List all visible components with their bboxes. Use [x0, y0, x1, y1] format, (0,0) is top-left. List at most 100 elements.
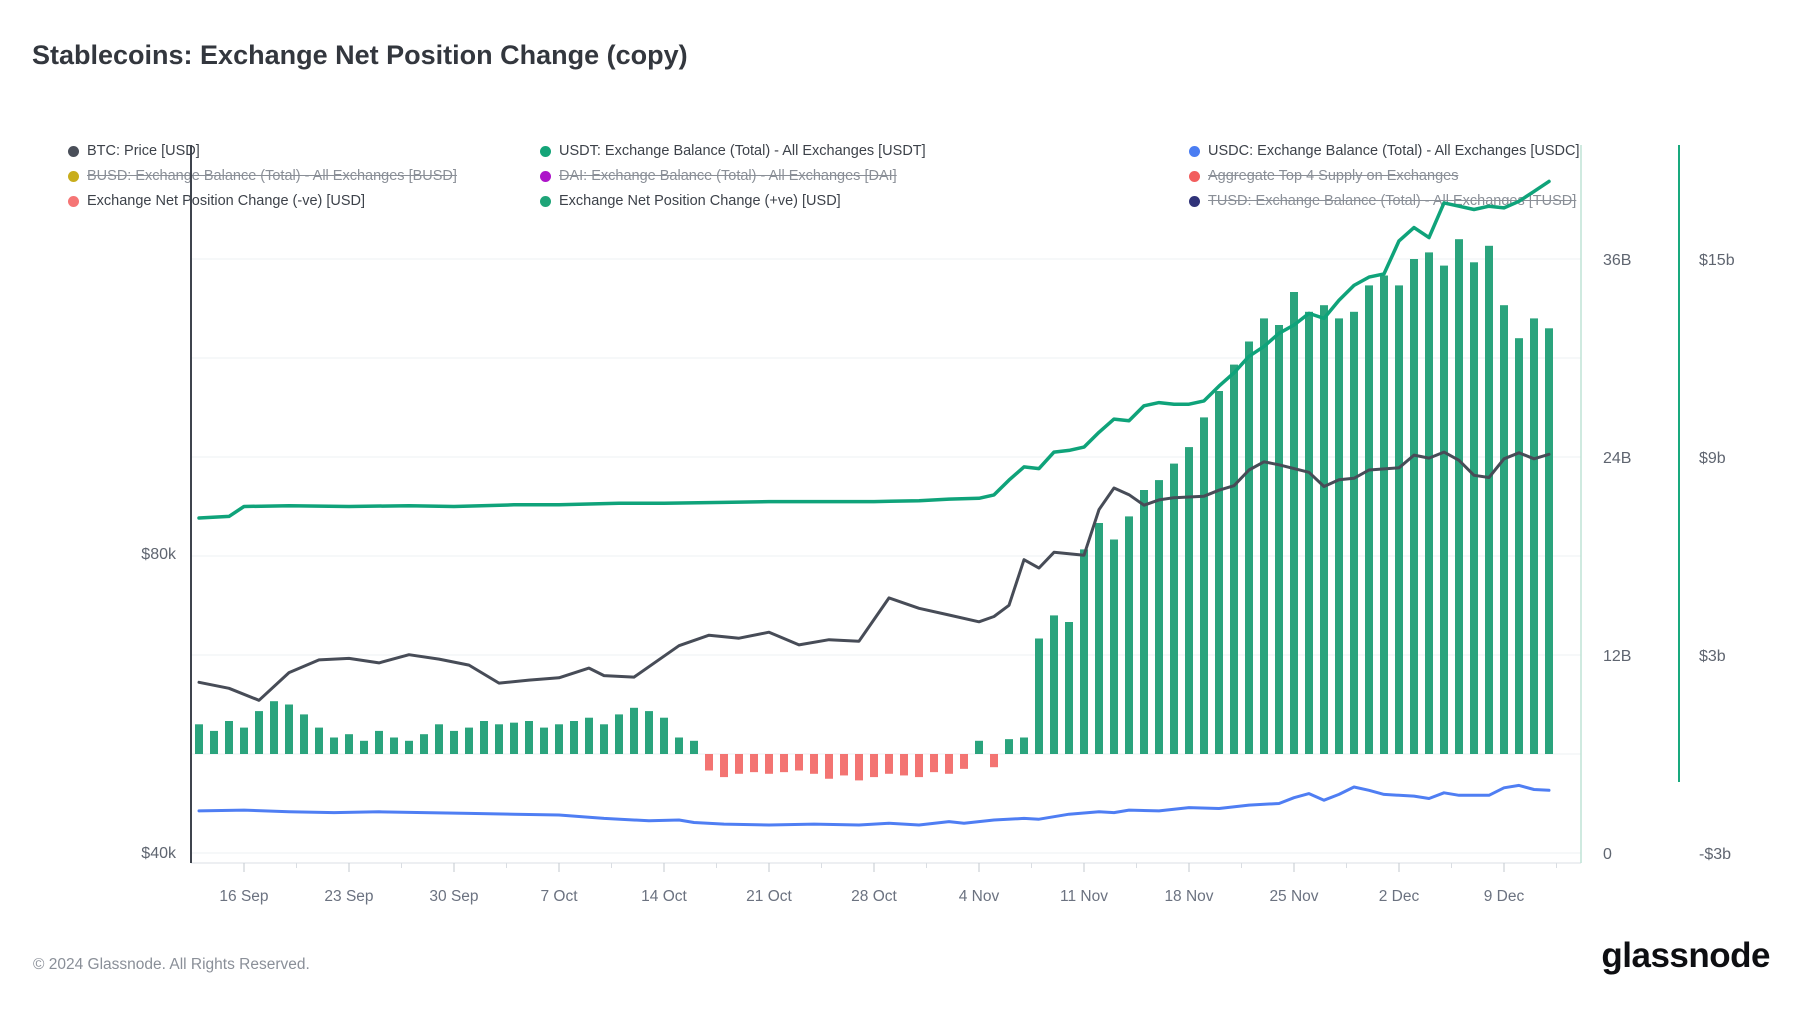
usdt-balance-line[interactable] [197, 179, 1551, 520]
netflow-bar-positive[interactable] [420, 734, 428, 754]
netflow-bar-positive[interactable] [240, 727, 248, 754]
netflow-bar-positive[interactable] [255, 711, 263, 754]
netflow-bar-positive[interactable] [1155, 480, 1163, 754]
netflow-bar-negative[interactable] [750, 754, 758, 773]
netflow-bar-positive[interactable] [555, 724, 563, 754]
netflow-bar-positive[interactable] [1080, 549, 1088, 754]
netflow-bar-positive[interactable] [1200, 417, 1208, 754]
netflow-bar-negative[interactable] [825, 754, 833, 779]
netflow-bar-positive[interactable] [1035, 638, 1043, 755]
netflow-bar-positive[interactable] [1245, 341, 1253, 755]
netflow-bar-positive[interactable] [300, 714, 308, 754]
legend-item[interactable]: BUSD: Exchange Balance (Total) - All Exc… [68, 166, 457, 186]
netflow-bar-positive[interactable] [1305, 311, 1313, 754]
netflow-bar-negative[interactable] [810, 754, 818, 774]
netflow-bar-positive[interactable] [375, 730, 383, 754]
netflow-bar-positive[interactable] [390, 737, 398, 755]
netflow-bar-positive[interactable] [1485, 245, 1493, 755]
netflow-bar-positive[interactable] [1515, 338, 1523, 754]
netflow-bar-positive[interactable] [195, 724, 203, 754]
netflow-bar-negative[interactable] [720, 754, 728, 778]
netflow-bar-positive[interactable] [450, 730, 458, 754]
netflow-bar-positive[interactable] [1005, 739, 1013, 754]
netflow-bar-positive[interactable] [285, 704, 293, 755]
netflow-bar-positive[interactable] [435, 724, 443, 754]
netflow-bar-negative[interactable] [945, 754, 953, 774]
netflow-bar-positive[interactable] [360, 740, 368, 754]
netflow-bar-positive[interactable] [1440, 265, 1448, 754]
netflow-bar-positive[interactable] [525, 721, 533, 754]
netflow-bar-positive[interactable] [630, 707, 638, 754]
netflow-bar-positive[interactable] [1065, 622, 1073, 754]
netflow-bar-positive[interactable] [615, 714, 623, 754]
netflow-bar-positive[interactable] [1140, 490, 1148, 754]
netflow-bar-negative[interactable] [870, 754, 878, 778]
netflow-bar-positive[interactable] [405, 740, 413, 754]
netflow-bar-positive[interactable] [480, 721, 488, 754]
legend-item[interactable]: Exchange Net Position Change (+ve) [USD] [540, 191, 841, 211]
netflow-bar-positive[interactable] [1185, 447, 1193, 754]
netflow-bar-positive[interactable] [465, 727, 473, 754]
legend-item[interactable]: Exchange Net Position Change (-ve) [USD] [68, 191, 365, 211]
netflow-bar-positive[interactable] [270, 701, 278, 754]
netflow-bar-positive[interactable] [1500, 305, 1508, 754]
legend-item[interactable]: USDC: Exchange Balance (Total) - All Exc… [1189, 141, 1580, 161]
netflow-bar-positive[interactable] [690, 740, 698, 754]
netflow-bar-negative[interactable] [840, 754, 848, 776]
netflow-bar-negative[interactable] [795, 754, 803, 771]
netflow-bar-positive[interactable] [1110, 539, 1118, 755]
netflow-bar-positive[interactable] [330, 737, 338, 755]
legend-item[interactable]: DAI: Exchange Balance (Total) - All Exch… [540, 166, 897, 186]
netflow-bar-negative[interactable] [915, 754, 923, 778]
netflow-bar-positive[interactable] [570, 721, 578, 754]
legend-item[interactable]: TUSD: Exchange Balance (Total) - All Exc… [1189, 191, 1576, 211]
netflow-bar-positive[interactable] [1275, 325, 1283, 754]
netflow-bar-positive[interactable] [1095, 523, 1103, 754]
netflow-bar-negative[interactable] [735, 754, 743, 774]
netflow-bar-positive[interactable] [345, 734, 353, 754]
btc-price-line[interactable] [197, 450, 1551, 702]
netflow-bar-positive[interactable] [1395, 285, 1403, 754]
netflow-bar-positive[interactable] [1230, 364, 1238, 754]
netflow-bar-negative[interactable] [780, 754, 788, 773]
netflow-bar-positive[interactable] [1365, 285, 1373, 754]
netflow-bar-positive[interactable] [585, 717, 593, 754]
netflow-bar-negative[interactable] [765, 754, 773, 774]
netflow-bar-positive[interactable] [1170, 463, 1178, 754]
netflow-bar-positive[interactable] [1020, 737, 1028, 755]
netflow-bar-positive[interactable] [1470, 262, 1478, 754]
netflow-bar-positive[interactable] [1335, 318, 1343, 754]
netflow-bar-positive[interactable] [1410, 259, 1418, 754]
netflow-bar-positive[interactable] [645, 711, 653, 754]
netflow-bar-positive[interactable] [1260, 318, 1268, 754]
netflow-bar-negative[interactable] [900, 754, 908, 776]
netflow-bar-negative[interactable] [885, 754, 893, 774]
netflow-bar-positive[interactable] [225, 721, 233, 754]
netflow-bar-positive[interactable] [1380, 275, 1388, 755]
netflow-bar-positive[interactable] [660, 717, 668, 754]
netflow-bar-positive[interactable] [315, 727, 323, 754]
netflow-bar-positive[interactable] [600, 724, 608, 754]
netflow-bar-positive[interactable] [1320, 305, 1328, 754]
netflow-bar-positive[interactable] [675, 737, 683, 755]
netflow-bar-negative[interactable] [930, 754, 938, 773]
netflow-bar-negative[interactable] [990, 754, 998, 768]
netflow-bar-positive[interactable] [1050, 615, 1058, 754]
netflow-bar-positive[interactable] [1215, 391, 1223, 754]
netflow-bar-negative[interactable] [855, 754, 863, 781]
legend-item[interactable]: BTC: Price [USD] [68, 141, 200, 161]
netflow-bar-positive[interactable] [1290, 292, 1298, 754]
netflow-bar-positive[interactable] [1125, 516, 1133, 754]
netflow-bar-negative[interactable] [960, 754, 968, 769]
netflow-bar-negative[interactable] [705, 754, 713, 771]
netflow-bar-positive[interactable] [510, 722, 518, 754]
netflow-bar-positive[interactable] [495, 724, 503, 754]
netflow-bar-positive[interactable] [1545, 328, 1553, 754]
netflow-bar-positive[interactable] [1425, 252, 1433, 754]
legend-item[interactable]: Aggregate Top 4 Supply on Exchanges [1189, 166, 1458, 186]
legend-item[interactable]: USDT: Exchange Balance (Total) - All Exc… [540, 141, 926, 161]
netflow-bar-positive[interactable] [975, 740, 983, 754]
netflow-bar-positive[interactable] [1530, 318, 1538, 754]
netflow-bar-positive[interactable] [1455, 239, 1463, 754]
